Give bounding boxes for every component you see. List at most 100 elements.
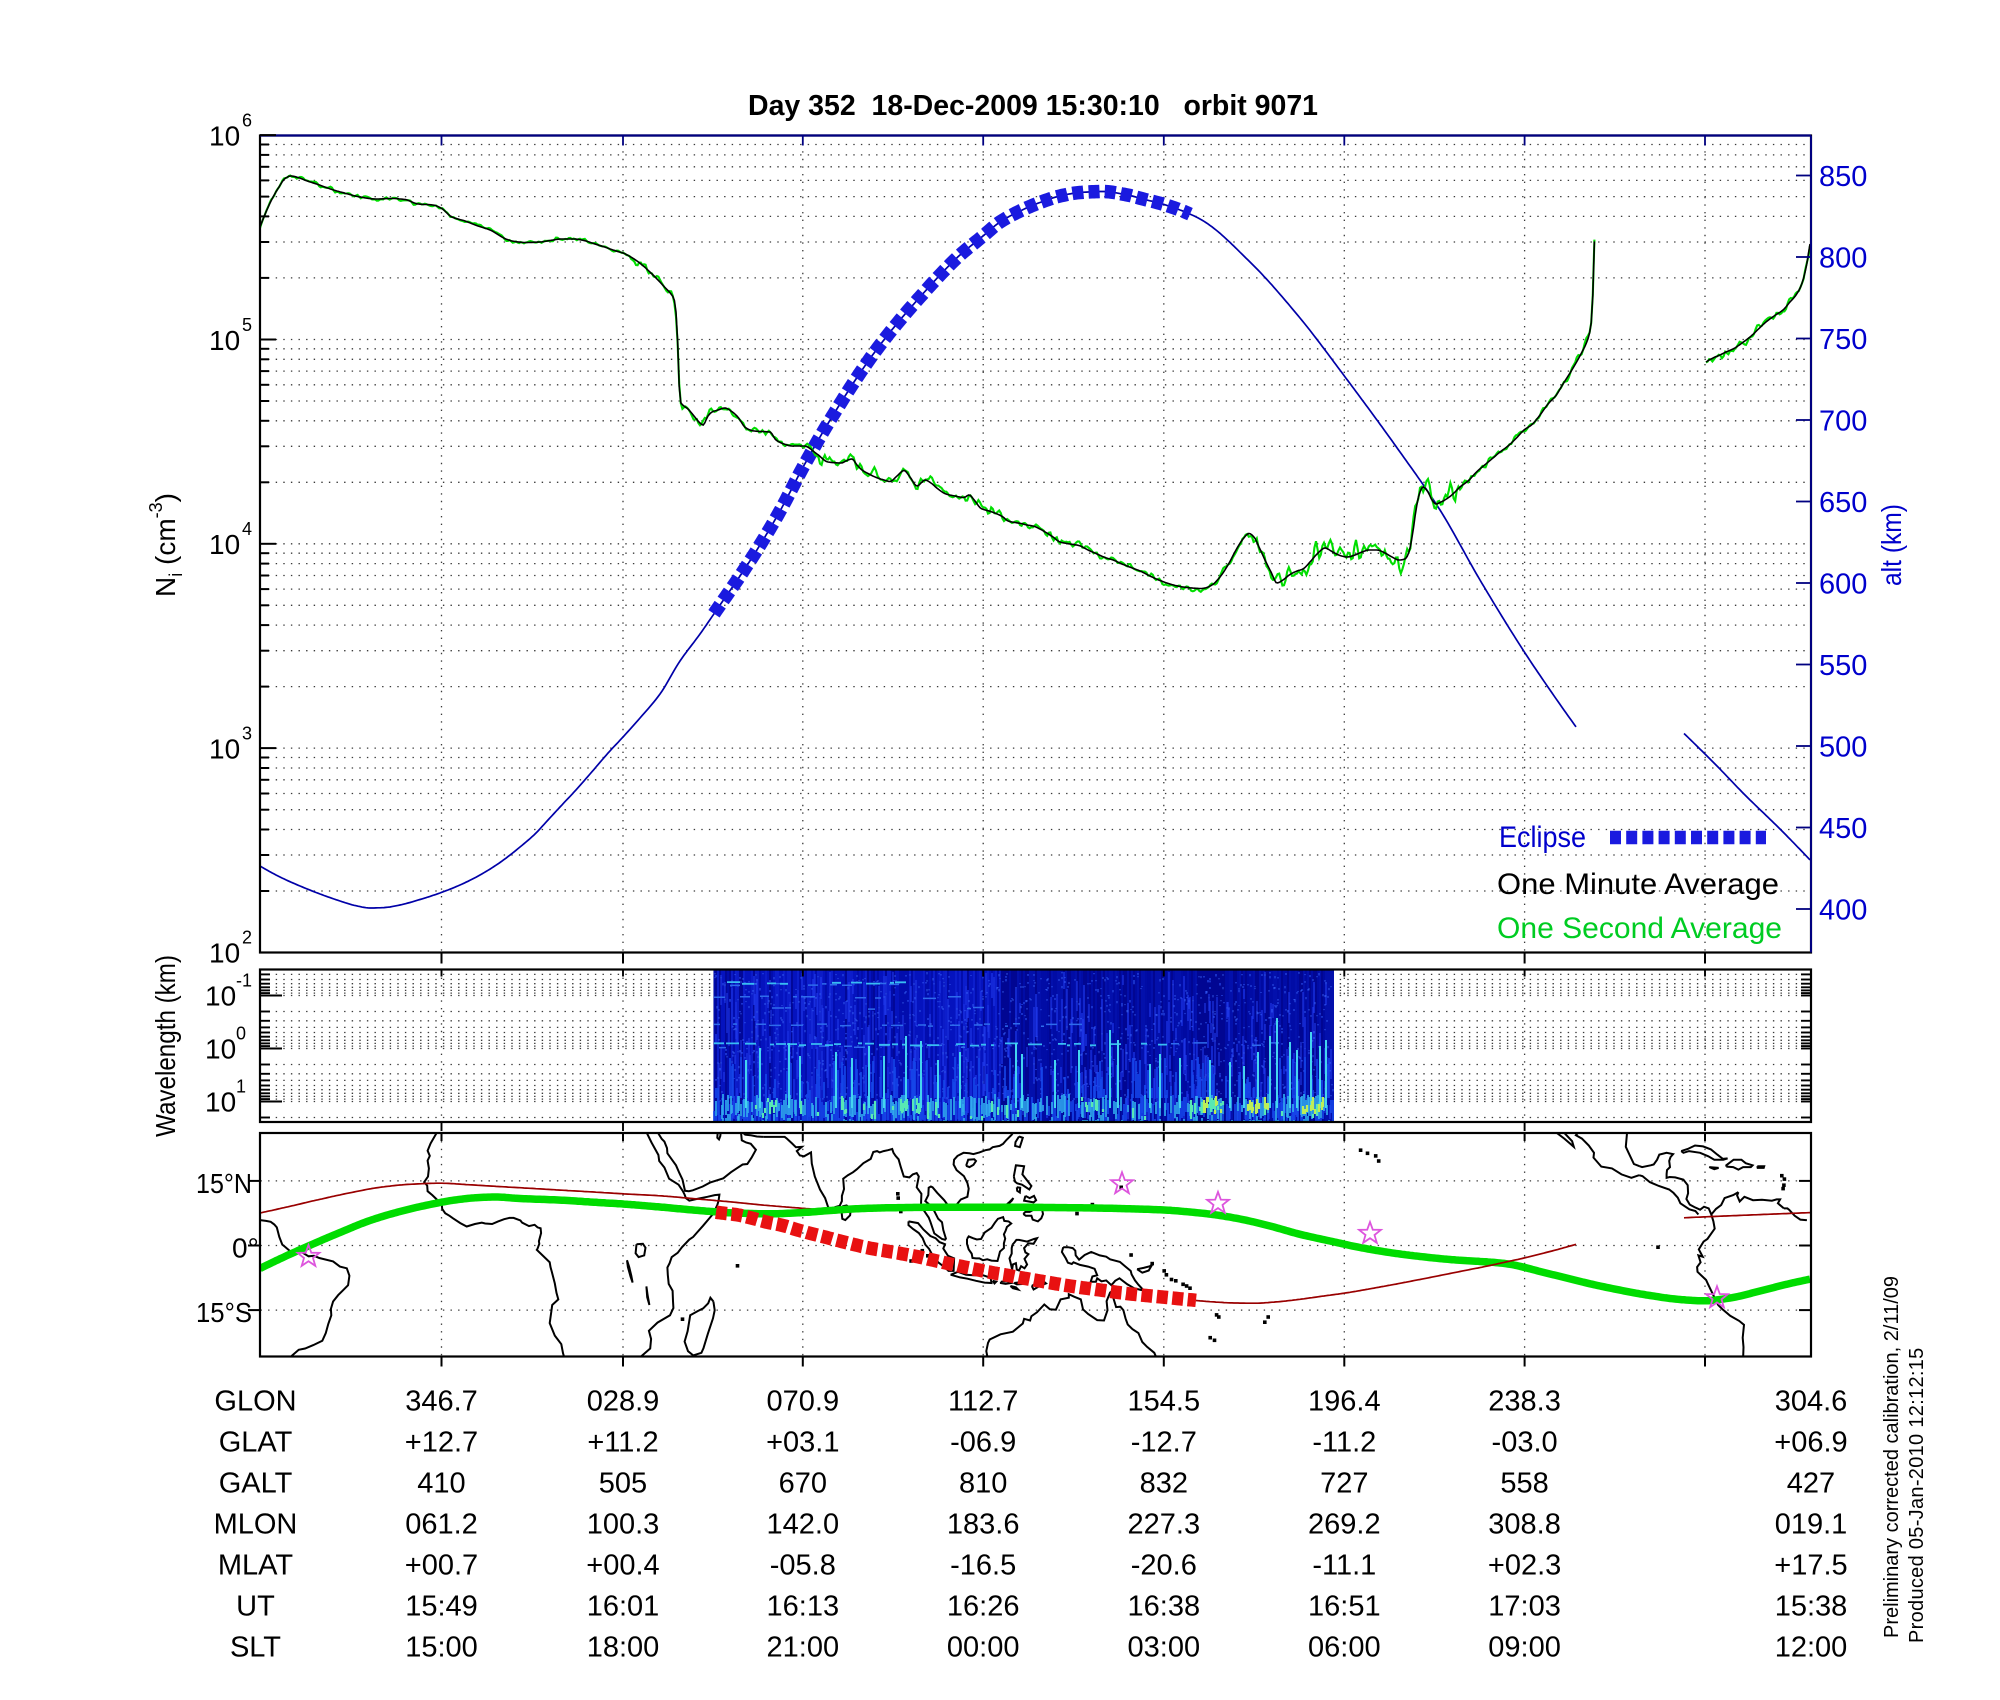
svg-text:03:00: 03:00 <box>1128 1631 1201 1663</box>
svg-text:16:51: 16:51 <box>1308 1590 1381 1622</box>
svg-text:+06.9: +06.9 <box>1774 1426 1847 1458</box>
svg-text:-03.0: -03.0 <box>1492 1426 1558 1458</box>
svg-text:550: 550 <box>1819 650 1867 682</box>
svg-text:061.2: 061.2 <box>405 1508 478 1540</box>
svg-text:3: 3 <box>242 724 252 744</box>
svg-text:10: 10 <box>209 121 240 152</box>
svg-text:Eclipse: Eclipse <box>1499 821 1586 854</box>
svg-text:-06.9: -06.9 <box>950 1426 1016 1458</box>
svg-text:GALT: GALT <box>219 1467 293 1499</box>
svg-text:112.7: 112.7 <box>948 1385 1018 1417</box>
svg-text:Day 352 18-Dec-2009 15:30:10: Day 352 18-Dec-2009 15:30:10 orbit 9071 <box>748 90 1318 122</box>
svg-text:227.3: 227.3 <box>1128 1508 1201 1540</box>
svg-text:GLAT: GLAT <box>219 1426 293 1458</box>
svg-text:427: 427 <box>1787 1467 1835 1499</box>
svg-text:SLT: SLT <box>230 1631 281 1663</box>
svg-text:6: 6 <box>242 111 252 131</box>
svg-text:600: 600 <box>1819 569 1867 601</box>
svg-text:5: 5 <box>242 315 252 335</box>
svg-text:308.8: 308.8 <box>1488 1508 1561 1540</box>
svg-text:400: 400 <box>1819 895 1867 927</box>
svg-text:750: 750 <box>1819 324 1867 356</box>
svg-text:100.3: 100.3 <box>587 1508 660 1540</box>
svg-text:269.2: 269.2 <box>1308 1508 1381 1540</box>
svg-text:850: 850 <box>1819 161 1867 193</box>
svg-text:alt (km): alt (km) <box>1876 504 1907 586</box>
svg-text:558: 558 <box>1500 1467 1548 1499</box>
svg-text:4: 4 <box>242 519 252 539</box>
svg-text:16:26: 16:26 <box>947 1590 1020 1622</box>
svg-text:+00.7: +00.7 <box>405 1549 478 1581</box>
svg-text:12:00: 12:00 <box>1775 1631 1848 1663</box>
svg-text:09:00: 09:00 <box>1488 1631 1561 1663</box>
svg-text:Wavelength (km): Wavelength (km) <box>150 955 181 1137</box>
svg-text:16:38: 16:38 <box>1128 1590 1201 1622</box>
svg-text:+12.7: +12.7 <box>405 1426 478 1458</box>
svg-text:727: 727 <box>1320 1467 1368 1499</box>
svg-text:17:03: 17:03 <box>1488 1590 1561 1622</box>
svg-text:10: 10 <box>209 325 240 356</box>
svg-text:+17.5: +17.5 <box>1774 1549 1847 1581</box>
svg-text:10: 10 <box>205 1087 236 1118</box>
svg-text:142.0: 142.0 <box>767 1508 840 1540</box>
svg-text:810: 810 <box>959 1467 1007 1499</box>
svg-text:-1: -1 <box>236 971 252 991</box>
svg-text:154.5: 154.5 <box>1128 1385 1201 1417</box>
svg-text:Preliminary corrected calibrat: Preliminary corrected calibration, 2/11/… <box>1881 1276 1903 1638</box>
svg-text:+00.4: +00.4 <box>586 1549 659 1581</box>
svg-text:0°: 0° <box>232 1233 259 1264</box>
svg-text:15°S: 15°S <box>196 1297 252 1328</box>
svg-text:700: 700 <box>1819 406 1867 438</box>
svg-text:MLAT: MLAT <box>218 1549 293 1581</box>
svg-text:00:00: 00:00 <box>947 1631 1020 1663</box>
svg-text:10: 10 <box>209 938 240 969</box>
svg-text:16:01: 16:01 <box>587 1590 660 1622</box>
svg-text:+11.2: +11.2 <box>587 1426 658 1458</box>
svg-text:070.9: 070.9 <box>767 1385 840 1417</box>
svg-text:15:38: 15:38 <box>1775 1590 1848 1622</box>
svg-text:One Minute Average: One Minute Average <box>1497 868 1779 901</box>
svg-text:238.3: 238.3 <box>1488 1385 1561 1417</box>
svg-text:10: 10 <box>209 529 240 560</box>
svg-text:18:00: 18:00 <box>587 1631 660 1663</box>
svg-text:2: 2 <box>242 928 252 948</box>
svg-text:16:13: 16:13 <box>767 1590 840 1622</box>
svg-text:15:00: 15:00 <box>405 1631 478 1663</box>
svg-text:500: 500 <box>1819 732 1867 764</box>
svg-text:410: 410 <box>417 1467 465 1499</box>
svg-text:21:00: 21:00 <box>767 1631 840 1663</box>
svg-text:0: 0 <box>236 1024 246 1044</box>
svg-text:183.6: 183.6 <box>947 1508 1020 1540</box>
svg-text:-05.8: -05.8 <box>770 1549 836 1581</box>
svg-text:UT: UT <box>236 1590 275 1622</box>
svg-text:10: 10 <box>209 734 240 765</box>
svg-text:019.1: 019.1 <box>1775 1508 1848 1540</box>
svg-text:10: 10 <box>205 981 236 1012</box>
svg-text:-11.1: -11.1 <box>1312 1549 1376 1581</box>
svg-text:GLON: GLON <box>214 1385 296 1417</box>
svg-text:196.4: 196.4 <box>1308 1385 1381 1417</box>
svg-text:06:00: 06:00 <box>1308 1631 1381 1663</box>
svg-text:+03.1: +03.1 <box>766 1426 839 1458</box>
svg-text:832: 832 <box>1140 1467 1188 1499</box>
svg-text:10: 10 <box>205 1034 236 1065</box>
svg-text:304.6: 304.6 <box>1775 1385 1848 1417</box>
svg-text:028.9: 028.9 <box>587 1385 660 1417</box>
svg-text:650: 650 <box>1819 487 1867 519</box>
svg-text:1: 1 <box>236 1077 246 1097</box>
svg-text:450: 450 <box>1819 813 1867 845</box>
svg-text:Produced 05-Jan-2010 12:12:15: Produced 05-Jan-2010 12:12:15 <box>1906 1347 1928 1643</box>
svg-text:-12.7: -12.7 <box>1131 1426 1197 1458</box>
svg-text:-20.6: -20.6 <box>1131 1549 1197 1581</box>
svg-text:800: 800 <box>1819 243 1867 275</box>
svg-text:MLON: MLON <box>214 1508 298 1540</box>
svg-text:505: 505 <box>599 1467 647 1499</box>
svg-text:15:49: 15:49 <box>405 1590 478 1622</box>
svg-text:One Second Average: One Second Average <box>1497 912 1782 945</box>
svg-text:+02.3: +02.3 <box>1488 1549 1561 1581</box>
svg-text:670: 670 <box>779 1467 827 1499</box>
svg-text:346.7: 346.7 <box>405 1385 478 1417</box>
svg-text:-16.5: -16.5 <box>950 1549 1016 1581</box>
svg-text:15°N: 15°N <box>196 1168 252 1199</box>
svg-text:-11.2: -11.2 <box>1312 1426 1376 1458</box>
